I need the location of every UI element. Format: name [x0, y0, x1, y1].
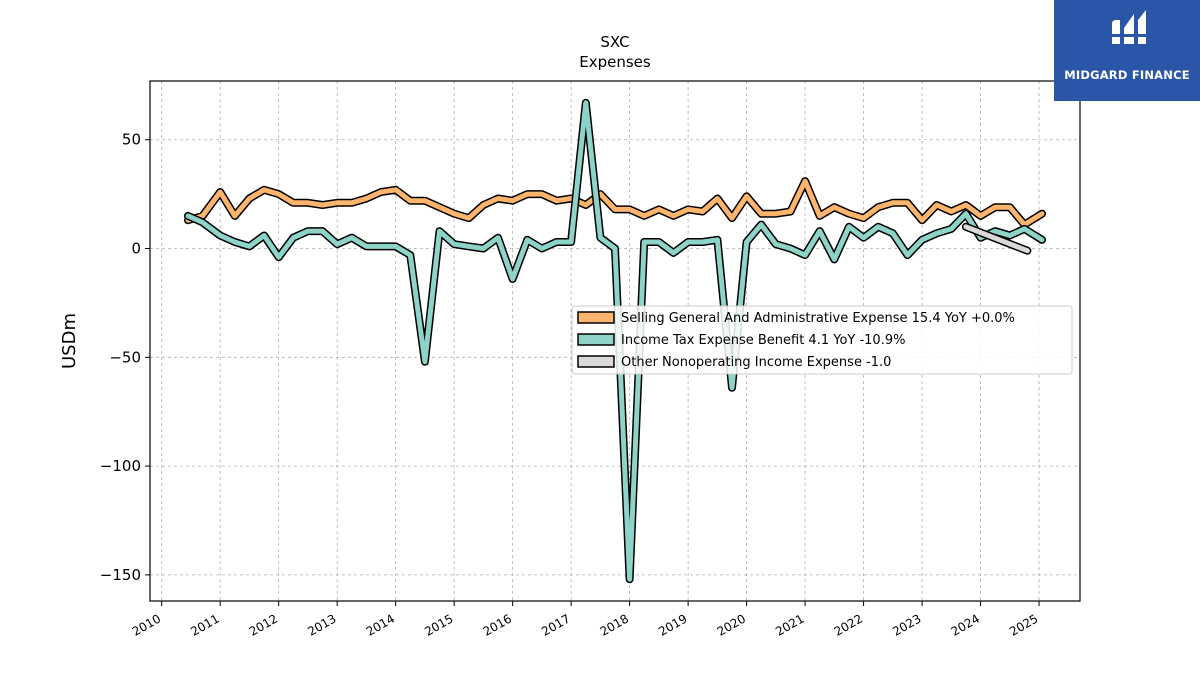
x-tick-label: 2012 — [247, 611, 280, 638]
legend-label: Other Nonoperating Income Expense -1.0 — [621, 355, 891, 370]
series-line-0 — [185, 178, 1045, 228]
x-tick-label: 2011 — [188, 611, 221, 638]
series-line-2 — [963, 224, 1030, 254]
x-tick-label: 2013 — [305, 611, 338, 638]
y-tick-label: −150 — [100, 566, 141, 584]
x-tick-label: 2017 — [539, 611, 572, 638]
chart-subtitle: Expenses — [579, 53, 651, 71]
legend-swatch — [577, 333, 615, 346]
y-tick-label: −100 — [100, 457, 141, 475]
x-tick-label: 2021 — [773, 611, 806, 638]
series-layer — [184, 98, 1046, 584]
x-tick-label: 2019 — [656, 611, 689, 638]
x-tick-label: 2020 — [715, 611, 748, 638]
legend-swatch — [577, 355, 615, 368]
y-tick-label: −50 — [109, 348, 141, 366]
legend-label: Income Tax Expense Benefit 4.1 YoY -10.9… — [621, 333, 905, 348]
x-tick-label: 2022 — [832, 611, 865, 638]
brand-logo: MIDGARD FINANCE — [1054, 0, 1200, 101]
x-tick-label: 2018 — [598, 611, 631, 638]
x-tick-label: 2023 — [890, 611, 923, 638]
legend-label: Selling General And Administrative Expen… — [621, 311, 1015, 326]
x-tick-label: 2016 — [481, 611, 514, 638]
y-tick-label: 0 — [131, 240, 141, 258]
series-line-1 — [185, 100, 1045, 582]
x-tick-label: 2014 — [364, 611, 397, 638]
plot-frame — [149, 80, 1081, 602]
legend-swatch — [577, 311, 615, 324]
y-axis-label: USDm — [59, 313, 80, 369]
logo-text: MIDGARD FINANCE — [1064, 68, 1190, 82]
logo-mark-icon — [1110, 10, 1148, 44]
x-tick-label: 2010 — [130, 611, 163, 638]
x-tick-label: 2024 — [949, 611, 982, 638]
x-tick-label: 2015 — [422, 611, 455, 638]
x-tick-label: 2025 — [1007, 611, 1040, 638]
y-axis: 50 0 −50 −100 −150 — [100, 131, 150, 584]
legend: Selling General And Administrative Expen… — [571, 305, 1073, 375]
y-tick-label: 50 — [122, 131, 141, 149]
legend-box — [571, 305, 1073, 375]
x-axis: 2010 2011 2012 2013 2014 2015 2016 2017 2018 2019… — [130, 601, 1041, 639]
chart-title: SXC — [600, 33, 629, 51]
